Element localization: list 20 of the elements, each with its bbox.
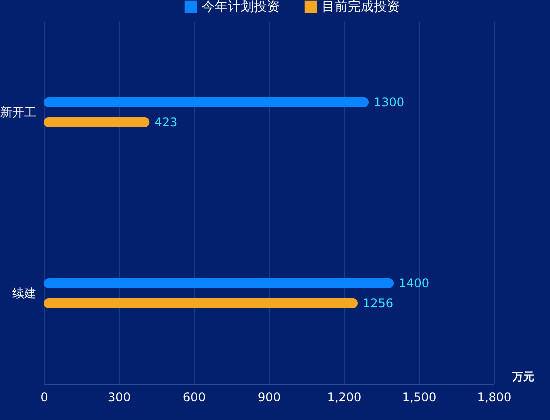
bar [44,98,369,108]
y-tick-label: 新开工 [0,106,36,120]
bar [44,298,358,308]
x-tick-label: 1,200 [327,390,362,404]
data-label: 1300 [374,96,405,110]
x-tick-label: 0 [40,390,48,404]
x-tick-label: 300 [108,390,131,404]
data-label: 423 [154,115,178,130]
x-tick-label: 1,800 [477,390,512,404]
x-tick-label: 900 [258,390,281,404]
y-tick-label: 续建 [12,286,36,300]
bar [44,278,394,289]
data-label: 1400 [399,276,430,291]
x-axis-title: 万元 [512,370,534,384]
legend-label: 目前完成投资 [322,0,400,15]
bar [44,117,150,128]
x-tick-label: 1,500 [402,390,437,404]
legend-label: 今年计划投资 [202,0,280,15]
data-label: 1256 [363,296,394,310]
x-tick-label: 600 [183,390,206,404]
